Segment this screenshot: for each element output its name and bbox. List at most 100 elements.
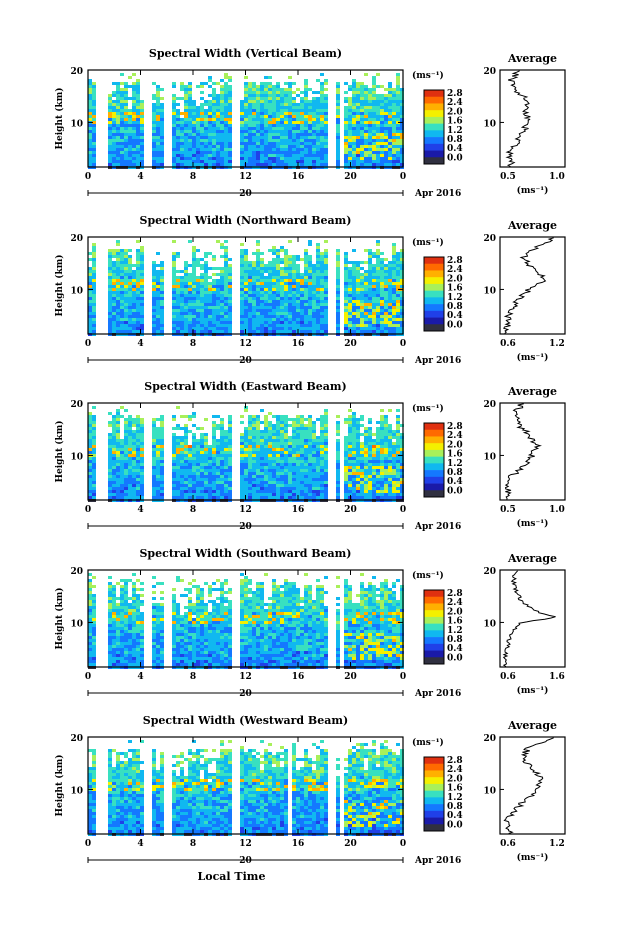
heatmap-cell xyxy=(140,318,144,321)
heatmap-cell xyxy=(396,303,400,306)
heatmap-cell xyxy=(244,493,248,496)
heatmap-cell xyxy=(276,142,280,145)
heatmap-cell xyxy=(200,145,204,148)
heatmap-cell xyxy=(284,418,288,421)
heatmap-cell xyxy=(108,103,112,106)
heatmap-cell xyxy=(172,460,176,463)
heatmap-cell xyxy=(308,294,312,297)
heatmap-cell xyxy=(244,261,248,264)
heatmap-cell xyxy=(256,282,260,285)
heatmap-cell xyxy=(176,300,180,303)
heatmap-cell xyxy=(252,466,256,469)
heatmap-cell xyxy=(124,157,128,160)
heatmap-cell xyxy=(120,127,124,130)
heatmap-cell xyxy=(388,124,392,127)
heatmap-cell xyxy=(244,267,248,270)
heatmap-cell xyxy=(112,252,116,255)
heatmap-cell xyxy=(296,439,300,442)
heatmap-cell xyxy=(172,103,176,106)
heatmap-cell xyxy=(88,145,92,148)
heatmap-cell xyxy=(304,469,308,472)
heatmap-cell xyxy=(108,291,112,294)
heatmap-cell xyxy=(132,324,136,327)
heatmap-cell xyxy=(188,82,192,85)
heatmap-cell xyxy=(116,490,120,493)
heatmap-cell xyxy=(296,291,300,294)
heatmap-cell xyxy=(284,327,288,330)
heatmap-cell xyxy=(140,481,144,484)
heatmap-cell xyxy=(196,324,200,327)
heatmap-cell xyxy=(392,276,396,279)
heatmap-cell xyxy=(268,294,272,297)
heatmap-cell xyxy=(284,279,288,282)
heatmap-cell xyxy=(156,273,160,276)
heatmap-cell xyxy=(376,291,380,294)
heatmap-cell xyxy=(320,303,324,306)
heatmap-cell xyxy=(136,240,140,243)
heatmap-cell xyxy=(280,418,284,421)
heatmap-cell xyxy=(364,148,368,151)
heatmap-cell xyxy=(112,273,116,276)
heatmap-cell xyxy=(300,306,304,309)
heatmap-cell xyxy=(344,130,348,133)
heatmap-cell xyxy=(256,487,260,490)
heatmap-cell xyxy=(192,463,196,466)
heatmap-cell xyxy=(108,463,112,466)
heatmap-cell xyxy=(320,127,324,130)
heatmap-cell xyxy=(308,312,312,315)
heatmap-cell xyxy=(212,321,216,324)
heatmap-cell xyxy=(192,261,196,264)
heatmap-cell xyxy=(248,97,252,100)
heatmap-cell xyxy=(372,285,376,288)
heatmap-cell xyxy=(112,318,116,321)
heatmap-cell xyxy=(108,315,112,318)
heatmap-cell xyxy=(184,97,188,100)
heatmap-cell xyxy=(208,472,212,475)
heatmap-cell xyxy=(120,112,124,115)
heatmap-cell xyxy=(184,145,188,148)
heatmap-cell xyxy=(324,118,328,121)
heatmap-cell xyxy=(240,445,244,448)
heatmap-cell xyxy=(112,306,116,309)
heatmap-cell xyxy=(244,430,248,433)
heatmap-cell xyxy=(284,439,288,442)
heatmap-cell xyxy=(284,451,288,454)
heatmap-cell xyxy=(380,157,384,160)
heatmap-cell xyxy=(356,94,360,97)
heatmap-cell xyxy=(180,481,184,484)
heatmap-cell xyxy=(368,327,372,330)
heatmap-cell xyxy=(356,109,360,112)
heatmap-cell xyxy=(372,306,376,309)
heatmap-cell xyxy=(240,267,244,270)
heatmap-cell xyxy=(260,303,264,306)
heatmap-cell xyxy=(212,285,216,288)
heatmap-cell xyxy=(368,330,372,333)
heatmap-cell xyxy=(120,309,124,312)
heatmap-cell xyxy=(240,109,244,112)
heatmap-cell xyxy=(160,490,164,493)
heatmap-cell xyxy=(320,297,324,300)
heatmap-cell xyxy=(256,430,260,433)
heatmap-cell xyxy=(384,94,388,97)
heatmap-cell xyxy=(92,91,96,94)
heatmap-cell xyxy=(364,94,368,97)
heatmap-cell xyxy=(136,478,140,481)
heatmap-cell xyxy=(288,112,292,115)
heatmap-cell xyxy=(112,255,116,258)
month-label: Apr 2016 xyxy=(414,189,461,199)
heatmap-cell xyxy=(136,481,140,484)
heatmap-cell xyxy=(208,324,212,327)
heatmap-cell xyxy=(284,309,288,312)
heatmap-cell xyxy=(344,154,348,157)
heatmap-cell xyxy=(180,466,184,469)
heatmap-cell xyxy=(228,496,232,499)
heatmap-cell xyxy=(324,121,328,124)
heatmap-cell xyxy=(88,142,92,145)
heatmap-cell xyxy=(280,315,284,318)
heatmap-cell xyxy=(160,475,164,478)
heatmap-cell xyxy=(208,76,212,79)
heatmap-cell xyxy=(368,94,372,97)
heatmap-cell xyxy=(268,460,272,463)
heatmap-cell xyxy=(284,264,288,267)
heatmap-cell xyxy=(132,288,136,291)
